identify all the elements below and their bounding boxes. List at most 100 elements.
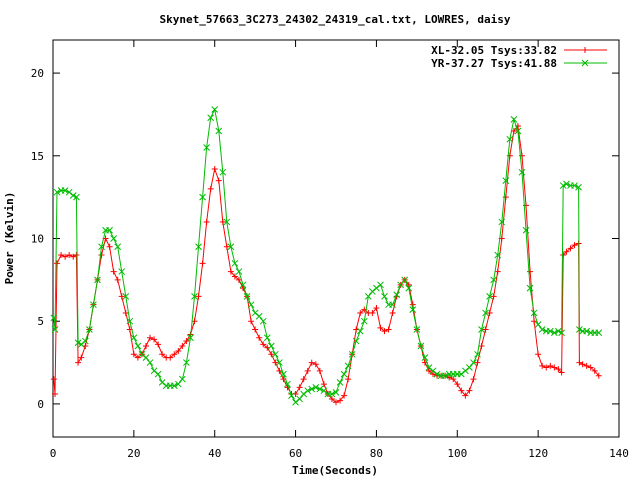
data-point — [243, 293, 251, 300]
data-point — [555, 327, 562, 335]
legend-marker — [582, 47, 588, 53]
data-point — [312, 384, 320, 391]
data-point — [199, 193, 206, 201]
data-point — [114, 276, 121, 283]
data-point — [187, 334, 194, 342]
data-point — [373, 304, 380, 311]
data-point — [235, 276, 242, 283]
x-tick-label: 100 — [447, 447, 467, 460]
data-point — [223, 218, 231, 226]
data-point — [364, 293, 372, 300]
data-point — [466, 364, 473, 371]
data-point — [316, 367, 323, 374]
data-point — [373, 284, 380, 292]
data-point — [215, 127, 223, 135]
data-point — [231, 273, 238, 280]
data-point — [276, 367, 283, 374]
data-point — [506, 135, 514, 143]
series-layer — [50, 106, 603, 406]
data-point — [530, 309, 538, 317]
data-point — [494, 268, 501, 275]
data-point — [486, 293, 493, 300]
data-point — [429, 367, 437, 375]
data-point — [369, 309, 376, 316]
data-point — [304, 367, 311, 374]
data-point — [150, 367, 158, 375]
data-point — [337, 397, 344, 404]
data-point — [377, 281, 384, 289]
data-point — [409, 306, 417, 313]
data-point — [146, 359, 154, 366]
data-point — [138, 350, 146, 358]
data-point — [94, 276, 101, 284]
data-point — [69, 192, 77, 199]
data-point — [441, 372, 449, 380]
data-point — [547, 362, 554, 369]
data-point — [576, 359, 583, 366]
data-point — [195, 243, 202, 251]
data-point — [65, 188, 73, 196]
data-point — [558, 329, 565, 337]
data-point — [247, 301, 255, 309]
data-point — [397, 281, 405, 289]
data-point — [344, 362, 352, 370]
data-point — [134, 354, 141, 361]
x-tick-label: 120 — [528, 447, 548, 460]
data-point — [110, 235, 117, 242]
data-point — [389, 309, 396, 316]
data-point — [207, 185, 214, 192]
data-point — [62, 253, 69, 260]
legend-label: YR-37.27 Tsys:41.88 — [431, 57, 557, 70]
data-point — [53, 188, 61, 196]
data-point — [260, 341, 267, 348]
data-point — [272, 350, 279, 358]
data-point — [75, 359, 82, 366]
data-point — [328, 395, 335, 402]
data-point — [583, 327, 591, 335]
data-point — [502, 177, 510, 184]
data-point — [248, 318, 255, 325]
data-point — [54, 260, 61, 267]
data-point — [52, 390, 59, 397]
x-tick-label: 20 — [127, 447, 140, 460]
data-point — [595, 329, 603, 337]
data-point — [114, 243, 122, 251]
data-point — [183, 338, 190, 345]
data-point — [333, 399, 339, 406]
y-axis: 0 5 10 15 20 — [31, 67, 619, 411]
data-point — [558, 369, 565, 376]
data-point — [450, 376, 457, 383]
data-point — [73, 193, 80, 201]
data-point — [458, 387, 465, 394]
data-point — [50, 376, 57, 383]
data-point — [555, 366, 562, 373]
data-point — [535, 351, 542, 358]
data-point — [203, 144, 210, 151]
data-point — [304, 387, 312, 395]
data-point — [490, 276, 498, 284]
data-point — [430, 371, 437, 378]
data-point — [308, 385, 316, 393]
data-point — [296, 395, 303, 403]
y-tick-label: 15 — [31, 150, 44, 163]
data-point — [147, 334, 154, 341]
data-point — [470, 359, 477, 366]
data-point — [360, 317, 368, 325]
data-point — [86, 326, 93, 333]
data-point — [425, 364, 433, 371]
data-point — [348, 350, 356, 358]
data-point — [255, 312, 263, 320]
data-point — [171, 351, 178, 358]
data-point — [183, 359, 190, 366]
x-axis-label: Time(Seconds) — [292, 464, 378, 477]
data-point — [328, 390, 336, 398]
data-point — [454, 381, 461, 388]
data-point — [227, 268, 234, 275]
data-point — [251, 309, 259, 317]
data-point — [401, 276, 409, 284]
chart-title: Skynet_57663_3C273_24302_24319_cal.txt, … — [160, 13, 511, 26]
data-point — [195, 293, 202, 300]
data-point — [595, 372, 602, 379]
data-point — [482, 326, 489, 333]
data-point — [223, 243, 230, 250]
